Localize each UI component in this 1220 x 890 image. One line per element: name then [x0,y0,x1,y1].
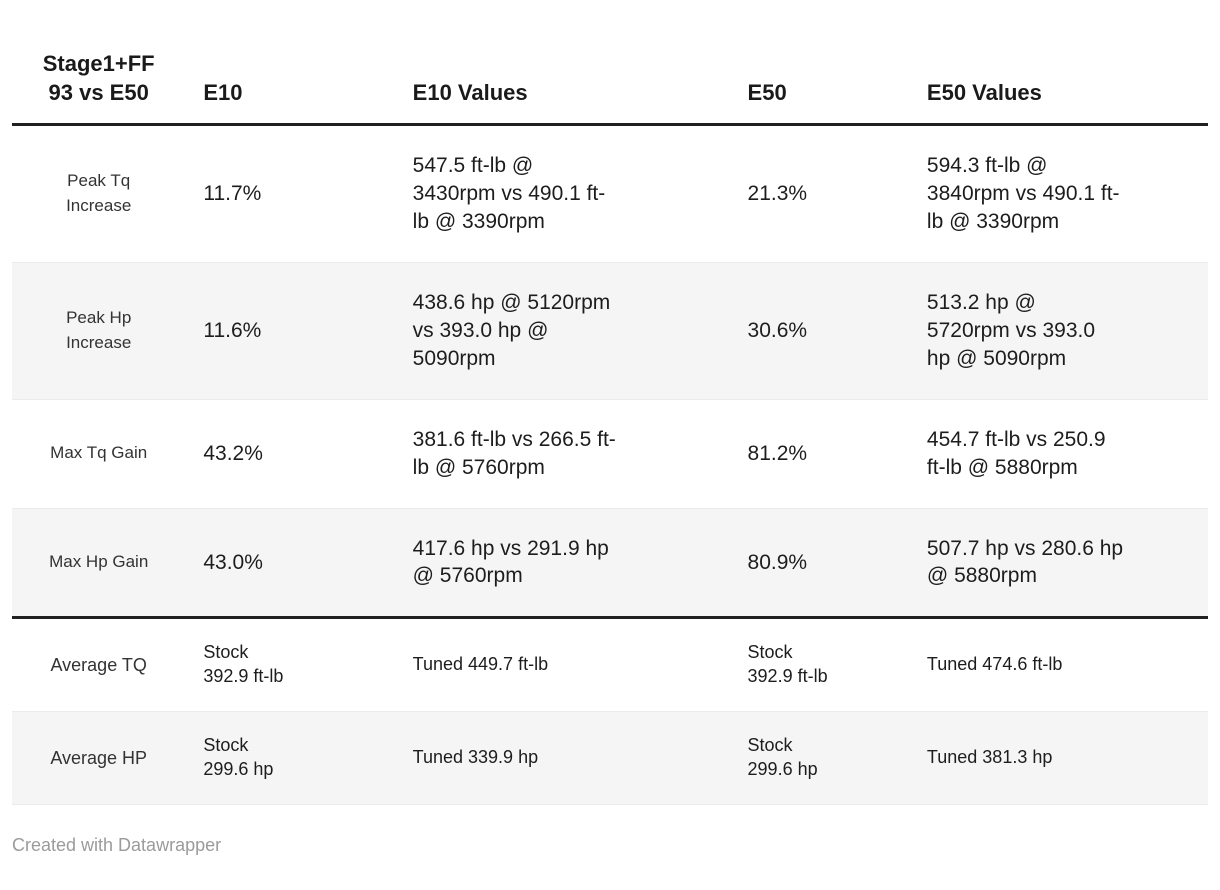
column-header-e10-values: E10 Values [412,12,748,127]
header-row: Stage1+FF 93 vs E50 E10 E10 Values E50 E… [12,12,1208,127]
cell-e10-values: 547.5 ft-lb @ 3430rpm vs 490.1 ft- lb @ … [412,154,606,234]
cell-e50-values: 507.7 hp vs 280.6 hp @ 5880rpm [926,536,1124,588]
column-header-metric: Stage1+FF 93 vs E50 [12,12,204,127]
cell-metric-label: Max Hp Gain [49,552,149,572]
cell-metric-label: Max Tq Gain [50,443,148,463]
cell-e50-pct: 21.3% [747,182,808,206]
table-row-max-tq-gain: Max Tq Gain 43.2% 381.6 ft-lb vs 266.5 f… [12,399,1208,509]
table-row-max-hp-gain: Max Hp Gain 43.0% 417.6 hp vs 291.9 hp @… [12,508,1208,618]
cell-e10-values: 417.6 hp vs 291.9 hp @ 5760rpm [412,536,609,588]
cell-e50-pct: 80.9% [747,550,808,574]
cell-metric-label: Average TQ [50,655,147,676]
cell-e10-stock: Stock 392.9 ft-lb [203,642,284,687]
table-body: Peak Tq Increase 11.7% 547.5 ft-lb @ 343… [12,125,1208,805]
cell-e50-stock: Stock 299.6 hp [747,735,818,780]
datawrapper-credit-link[interactable]: Created with Datawrapper [12,835,222,856]
cell-e10-stock: Stock 299.6 hp [203,735,274,780]
cell-e10-tuned: Tuned 339.9 hp [412,747,539,768]
cell-e10-values: 438.6 hp @ 5120rpm vs 393.0 hp @ 5090rpm [412,290,611,370]
table-row-average-hp: Average HP Stock 299.6 hp Tuned 339.9 hp… [12,711,1208,805]
table-header: Stage1+FF 93 vs E50 E10 E10 Values E50 E… [12,12,1208,127]
cell-e50-pct: 30.6% [747,318,808,342]
cell-metric-label: Average HP [50,748,148,769]
cell-e50-tuned: Tuned 381.3 hp [926,747,1053,768]
cell-e50-tuned: Tuned 474.6 ft-lb [926,654,1063,675]
table-row-peak-hp-increase: Peak Hp Increase 11.6% 438.6 hp @ 5120rp… [12,262,1208,400]
cell-e50-pct: 81.2% [747,441,808,465]
table-row-average-tq: Average TQ Stock 392.9 ft-lb Tuned 449.7… [12,618,1208,712]
table-row-peak-tq-increase: Peak Tq Increase 11.7% 547.5 ft-lb @ 343… [12,125,1208,263]
cell-e10-tuned: Tuned 449.7 ft-lb [412,654,549,675]
cell-e10-pct: 43.0% [203,550,263,574]
cell-e10-pct: 11.7% [203,182,262,206]
cell-metric-label: Peak Tq Increase [66,171,132,216]
comparison-table: Stage1+FF 93 vs E50 E10 E10 Values E50 E… [12,12,1208,805]
column-header-e50: E50 [747,12,927,127]
cell-e50-values: 454.7 ft-lb vs 250.9 ft-lb @ 5880rpm [926,427,1106,479]
column-header-e50-values: E50 Values [926,12,1208,127]
cell-e10-values: 381.6 ft-lb vs 266.5 ft- lb @ 5760rpm [412,427,616,479]
cell-e50-stock: Stock 392.9 ft-lb [747,642,828,687]
column-header-e10: E10 [203,12,413,127]
footer: Created with Datawrapper [0,805,1220,856]
datawrapper-table-chart: Stage1+FF 93 vs E50 E10 E10 Values E50 E… [12,12,1208,805]
cell-e50-values: 594.3 ft-lb @ 3840rpm vs 490.1 ft- lb @ … [926,154,1120,234]
cell-metric-label: Peak Hp Increase [66,308,132,352]
cell-e10-pct: 11.6% [203,318,262,342]
cell-e50-values: 513.2 hp @ 5720rpm vs 393.0 hp @ 5090rpm [926,290,1096,370]
cell-e10-pct: 43.2% [203,441,263,465]
